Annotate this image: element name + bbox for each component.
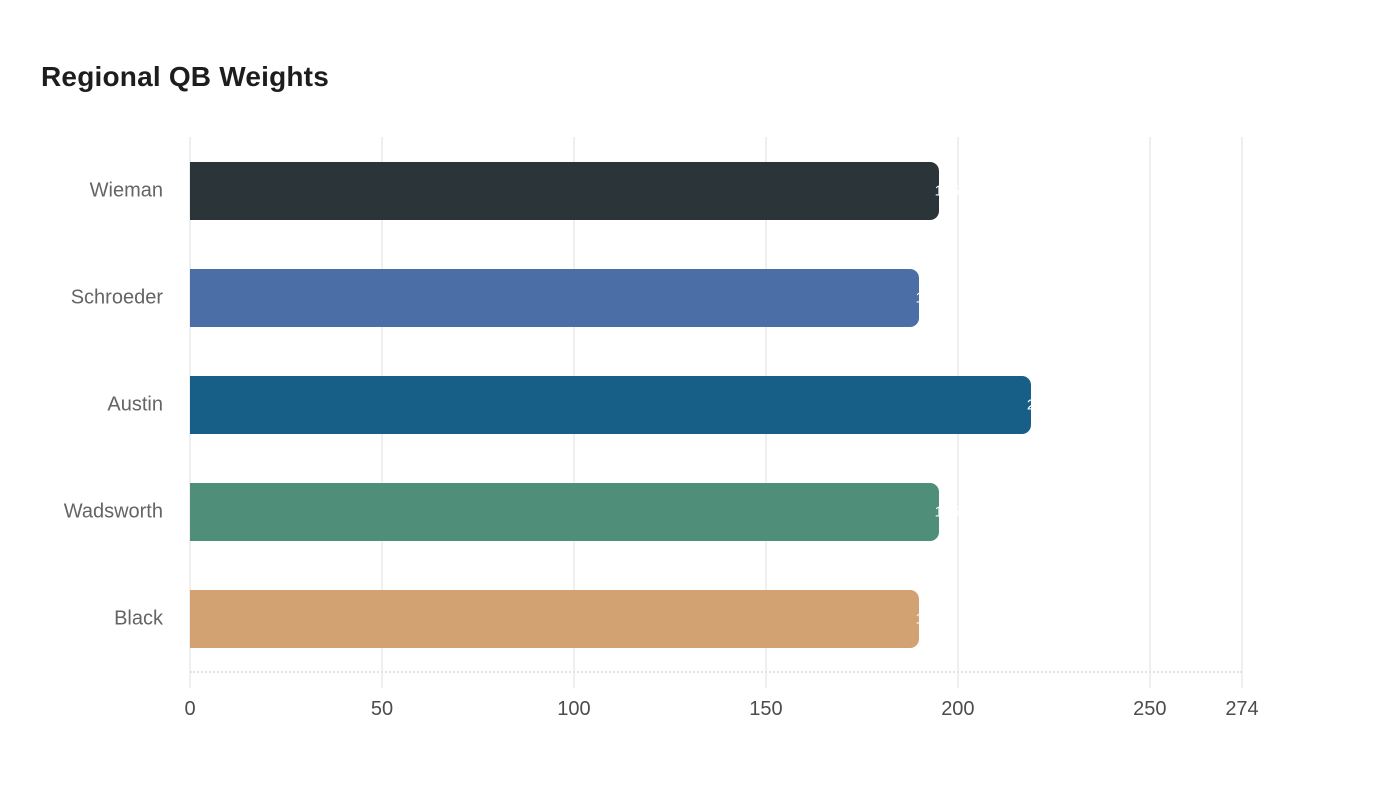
- bar-schroeder: 190: [190, 268, 941, 327]
- bar-value-label: 219: [1026, 396, 1052, 413]
- chart-title: Regional QB Weights: [41, 61, 329, 92]
- bar-wadsworth: 195: [190, 482, 960, 541]
- category-label-schroeder: Schroeder: [70, 286, 163, 308]
- category-label-wieman: Wieman: [89, 179, 163, 201]
- x-tick-label: 250: [1133, 698, 1167, 720]
- x-tick-label: 100: [557, 698, 591, 720]
- plot-area: 195 190 219 195 190: [189, 137, 1243, 688]
- bar-value-label: 190: [915, 289, 941, 306]
- gridline: [1241, 137, 1243, 688]
- x-tick-label: 50: [370, 698, 394, 720]
- x-tick-label: 274: [1225, 698, 1259, 720]
- bar-black: 190: [190, 589, 941, 648]
- x-tick-label: 150: [749, 698, 783, 720]
- bar-wieman: 195: [190, 161, 960, 220]
- category-label-wadsworth: Wadsworth: [63, 500, 163, 522]
- x-tick-label: 200: [941, 698, 975, 720]
- x-axis-baseline: [190, 671, 1242, 673]
- bar-value-label: 190: [915, 610, 941, 627]
- category-label-austin: Austin: [107, 393, 163, 415]
- gridline: [1148, 137, 1151, 688]
- category-label-black: Black: [114, 607, 163, 629]
- x-tick-label: 0: [184, 698, 196, 720]
- bar-austin: 219: [190, 375, 1052, 434]
